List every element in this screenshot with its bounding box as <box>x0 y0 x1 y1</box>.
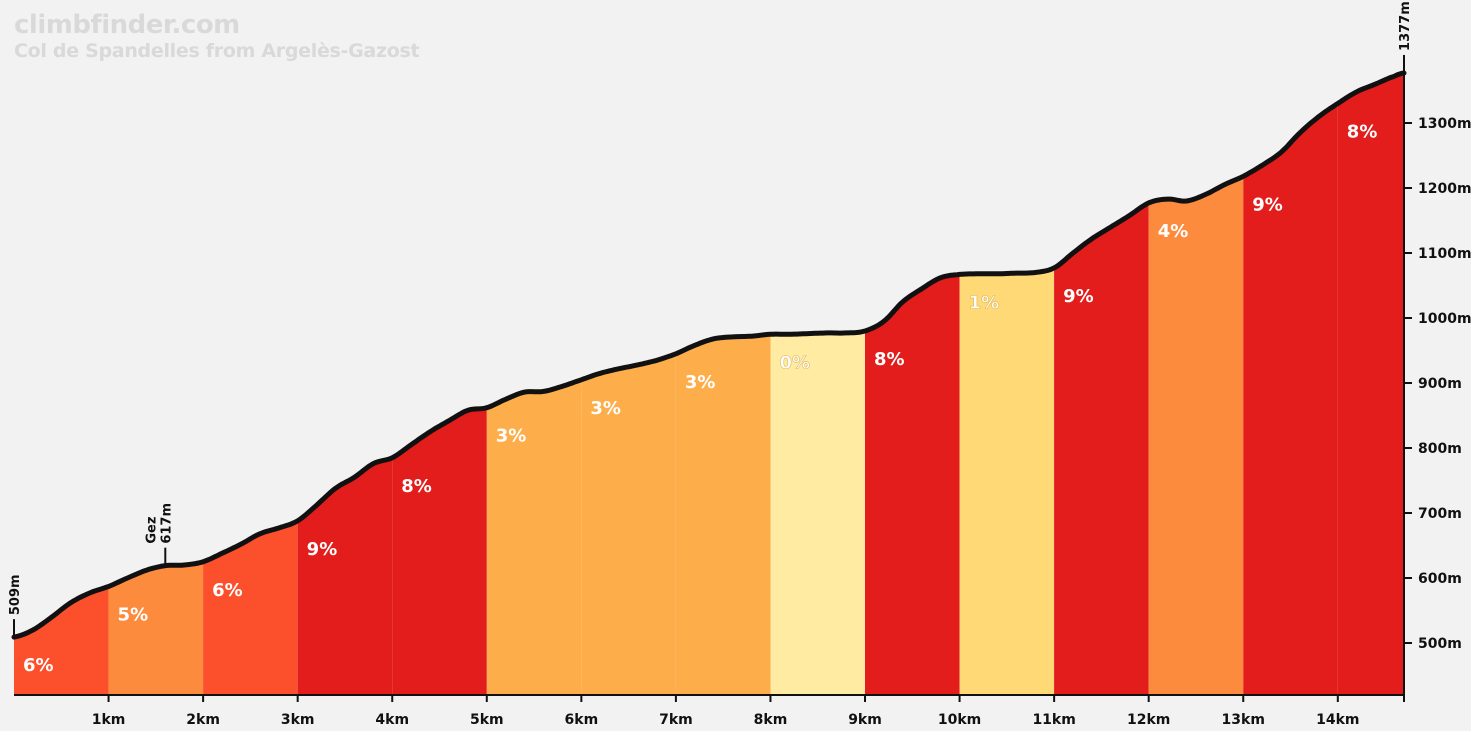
brand-header: climbfinder.com Col de Spandelles from A… <box>14 10 420 62</box>
gradient-label-14: 9% <box>1252 194 1283 215</box>
gradient-segment-13 <box>1148 176 1244 696</box>
gradient-segment-6 <box>486 379 582 695</box>
x-tick-label: 2km <box>186 712 220 728</box>
annotation-elevation-label: 1377m <box>1398 1 1413 51</box>
x-tick-label: 9km <box>848 712 882 728</box>
gradient-segment-11 <box>959 267 1055 695</box>
y-tick-label: 1100m <box>1418 246 1471 262</box>
annotation-elevation-label: 617m <box>159 503 174 544</box>
gradient-label-10: 8% <box>874 349 905 370</box>
x-tick-label: 5km <box>470 712 504 728</box>
x-tick-label: 11km <box>1032 712 1075 728</box>
gradient-segment-15 <box>1337 73 1404 695</box>
x-tick-label: 4km <box>375 712 409 728</box>
gradient-label-1: 6% <box>23 655 54 676</box>
gradient-label-15: 8% <box>1347 122 1378 143</box>
x-tick-label: 1km <box>92 712 126 728</box>
gradient-label-5: 8% <box>401 476 432 497</box>
annotation-elevation-label: 509m <box>8 574 23 615</box>
gradient-label-4: 9% <box>307 539 338 560</box>
gradient-label-3: 6% <box>212 580 243 601</box>
y-tick-label: 700m <box>1418 506 1462 522</box>
x-tick-label: 3km <box>281 712 315 728</box>
site-name: climbfinder.com <box>14 10 240 40</box>
gradient-segment-8 <box>675 334 771 695</box>
gradient-label-2: 5% <box>118 604 149 625</box>
gradient-segment-4 <box>297 457 393 695</box>
gradient-segment-14 <box>1243 103 1338 695</box>
gradient-label-11: 1% <box>969 292 1000 313</box>
gradient-segment-7 <box>581 353 676 695</box>
y-tick-label: 600m <box>1418 571 1462 587</box>
gradient-segment-5 <box>392 407 487 695</box>
x-tick-label: 8km <box>754 712 788 728</box>
profile-line <box>11 70 1407 640</box>
gradient-segment-10 <box>865 274 960 695</box>
y-tick-label: 1300m <box>1418 116 1471 132</box>
gradient-label-6: 3% <box>496 426 527 447</box>
x-tick-label: 6km <box>565 712 599 728</box>
gradient-label-12: 9% <box>1063 286 1094 307</box>
annotation-place-name: Gez <box>144 517 159 544</box>
x-tick-label: 7km <box>659 712 693 728</box>
gradient-label-9: 0% <box>779 352 810 373</box>
x-tick-label: 13km <box>1222 712 1265 728</box>
y-tick-label: 500m <box>1418 636 1462 652</box>
gradient-label-7: 3% <box>590 398 621 419</box>
x-tick-label: 10km <box>938 712 981 728</box>
y-tick-label: 800m <box>1418 441 1462 457</box>
climb-title: Col de Spandelles from Argelès-Gazost <box>14 40 420 62</box>
gradient-label-13: 4% <box>1158 221 1189 242</box>
gradient-label-8: 3% <box>685 372 716 393</box>
gradient-segment-2 <box>108 561 204 695</box>
gradient-segment-3 <box>203 520 298 695</box>
gradient-segment-1 <box>14 586 109 695</box>
y-tick-label: 1000m <box>1418 311 1471 327</box>
y-tick-label: 1200m <box>1418 181 1471 197</box>
x-tick-label: 14km <box>1316 712 1359 728</box>
gradient-segment-9 <box>770 331 865 695</box>
gradient-segment-12 <box>1054 202 1149 695</box>
x-tick-label: 12km <box>1127 712 1170 728</box>
y-tick-label: 900m <box>1418 376 1462 392</box>
